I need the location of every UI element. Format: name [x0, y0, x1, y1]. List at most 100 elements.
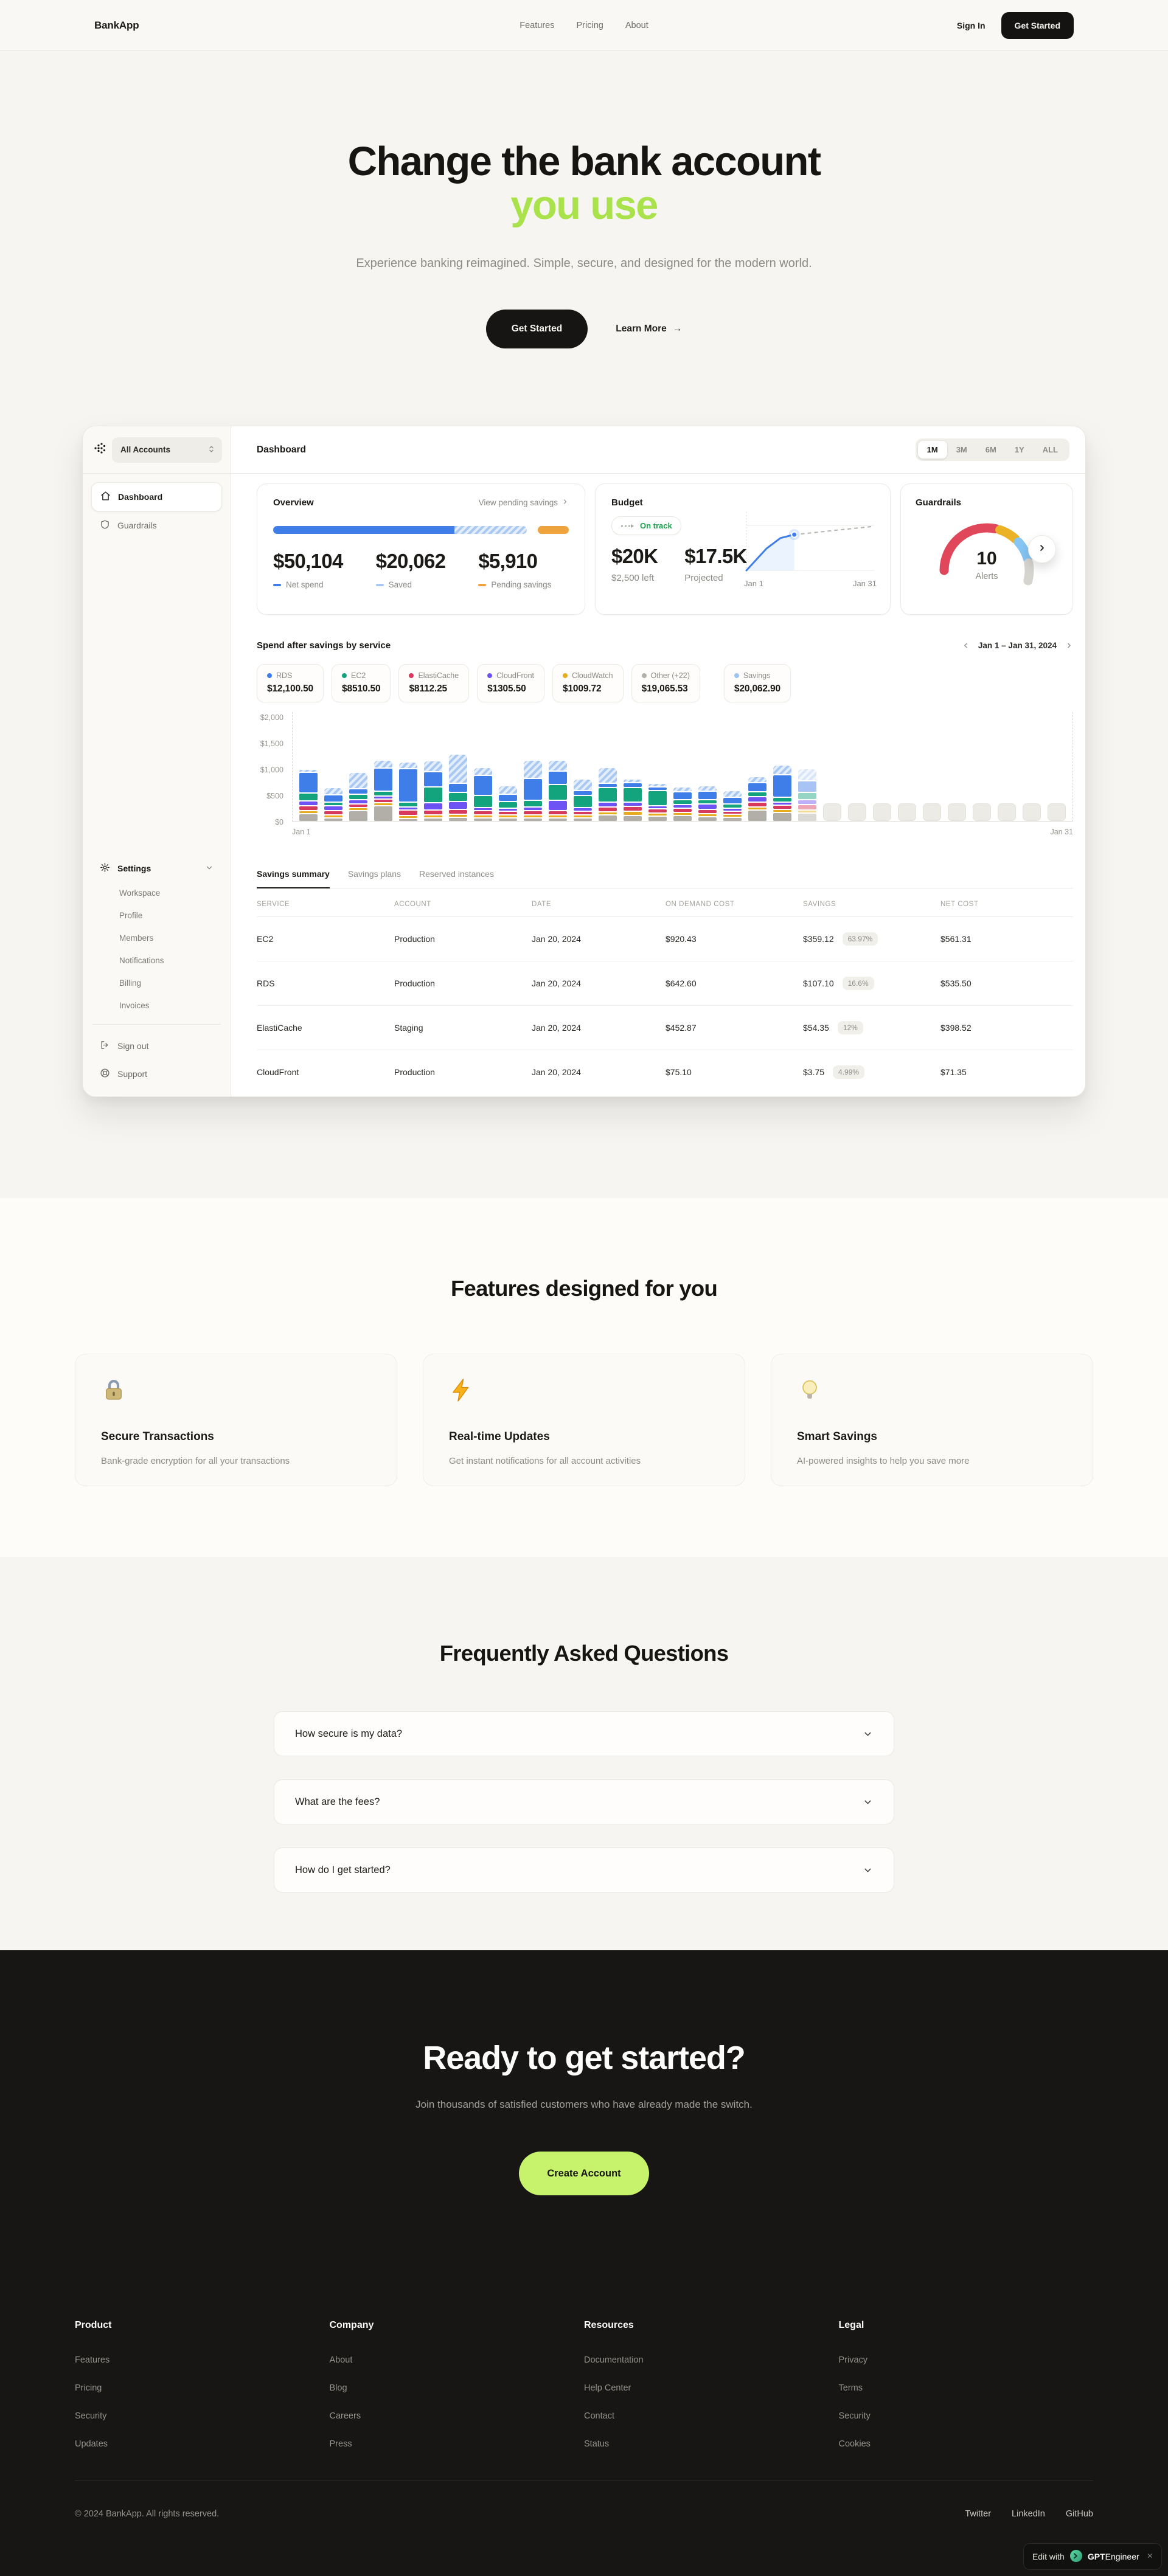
- learn-more-link[interactable]: Learn More →: [616, 323, 683, 334]
- sidebar-item-dashboard[interactable]: Dashboard: [91, 482, 222, 511]
- legend-dash-icon: [478, 583, 487, 586]
- tab-savings-plans[interactable]: Savings plans: [347, 869, 401, 879]
- bar-segment-cloudfront: [524, 808, 542, 811]
- bar-segment-cloudwatch: [698, 814, 717, 817]
- nav-link-features[interactable]: Features: [520, 20, 555, 30]
- social-link-github[interactable]: GitHub: [1065, 2509, 1093, 2519]
- time-range-1m[interactable]: 1M: [917, 441, 947, 459]
- bar-segment-other: [549, 818, 567, 821]
- tab-reserved-instances[interactable]: Reserved instances: [419, 869, 494, 879]
- chevron-right-icon[interactable]: [1065, 642, 1073, 649]
- carousel-next-button[interactable]: [1028, 535, 1056, 563]
- close-icon[interactable]: ×: [1147, 2551, 1153, 2561]
- progress-segment-saved: [454, 526, 527, 534]
- table-row-rds[interactable]: RDS Production Jan 20, 2024 $642.60 $107.10 1…: [257, 961, 1073, 1006]
- footer-link-legal-terms[interactable]: Terms: [838, 2383, 863, 2393]
- sidebar-item-invoices[interactable]: Invoices: [119, 1001, 150, 1010]
- table-row-ec2[interactable]: EC2 Production Jan 20, 2024 $920.43 $359.12 6…: [257, 917, 1073, 961]
- footer-link-company-blog[interactable]: Blog: [329, 2383, 347, 2393]
- faq-item-how-do-i-get-started[interactable]: How do I get started?: [274, 1847, 894, 1892]
- footer-link-product-security[interactable]: Security: [75, 2411, 107, 2421]
- chevron-left-icon[interactable]: [962, 642, 970, 649]
- footer-link-product-updates[interactable]: Updates: [75, 2439, 108, 2449]
- bar-segment-ec2: [798, 792, 816, 799]
- gpt-engineer-badge[interactable]: Edit with GPTEngineer ×: [1023, 2543, 1162, 2570]
- nav-link-about[interactable]: About: [625, 20, 648, 30]
- footer-link-company-press[interactable]: Press: [329, 2439, 352, 2449]
- table-row-cloudfront[interactable]: CloudFront Production Jan 20, 2024 $75.10 $3…: [257, 1050, 1073, 1094]
- faq-item-how-secure-is-my-data[interactable]: How secure is my data?: [274, 1711, 894, 1756]
- cell-service: RDS: [257, 978, 275, 988]
- sidebar-item-notifications[interactable]: Notifications: [119, 956, 164, 965]
- bar-segment-savings: [798, 769, 816, 780]
- chip-label: Savings: [734, 671, 780, 680]
- dashboard-sidebar: Dashboard Guardrails Settings Workspace P…: [83, 474, 231, 1096]
- chart-bar-day-21: [798, 769, 816, 821]
- footer-link-resources-status[interactable]: Status: [584, 2439, 610, 2449]
- footer-link-resources-contact[interactable]: Contact: [584, 2411, 614, 2421]
- footer-link-legal-cookies[interactable]: Cookies: [838, 2439, 871, 2449]
- faq-heading: Frequently Asked Questions: [439, 1641, 729, 1666]
- sidebar-item-members[interactable]: Members: [119, 933, 154, 943]
- view-pending-savings-link[interactable]: View pending savings: [479, 498, 569, 507]
- chart-bars: [292, 717, 1073, 821]
- time-range-1y[interactable]: 1Y: [1006, 441, 1034, 459]
- time-range-all[interactable]: ALL: [1034, 441, 1067, 459]
- guardrails-alert-count: 10: [976, 549, 997, 569]
- sidebar-item-billing[interactable]: Billing: [119, 978, 142, 988]
- spend-chip-cloudwatch[interactable]: CloudWatch $1009.72: [552, 664, 624, 702]
- spend-chip-rds[interactable]: RDS $12,100.50: [257, 664, 324, 702]
- cell-on-demand-cost: $920.43: [666, 934, 697, 944]
- bar-segment-cloudfront: [574, 808, 592, 811]
- chart-bar-day-25: [898, 803, 916, 821]
- account-selector[interactable]: All Accounts: [112, 437, 222, 463]
- table-body: EC2 Production Jan 20, 2024 $920.43 $359.12 6…: [257, 917, 1073, 1094]
- create-account-button[interactable]: Create Account: [519, 2152, 649, 2195]
- x-label-start: Jan 1: [292, 828, 311, 836]
- bar-segment-rds: [698, 792, 717, 800]
- faq-item-what-are-the-fees[interactable]: What are the fees?: [274, 1779, 894, 1824]
- footer-link-resources-help-center[interactable]: Help Center: [584, 2383, 631, 2393]
- spend-chip-cloudfront[interactable]: CloudFront $1305.50: [477, 664, 544, 702]
- get-started-button[interactable]: Get Started: [1001, 12, 1074, 39]
- bar-segment-savings: [499, 786, 517, 794]
- bar-segment-rds: [324, 795, 342, 802]
- cell-service: ElastiCache: [257, 1023, 302, 1033]
- footer-link-product-features[interactable]: Features: [75, 2355, 110, 2365]
- chart-bar-day-29: [998, 803, 1016, 821]
- sidebar-settings-group[interactable]: Settings: [91, 855, 222, 882]
- nav-link-pricing[interactable]: Pricing: [576, 20, 603, 30]
- sidebar-item-sign-out[interactable]: Sign out: [91, 1032, 222, 1060]
- footer-link-product-pricing[interactable]: Pricing: [75, 2383, 102, 2393]
- bar-segment-ec2: [748, 792, 766, 796]
- bar-segment-rds: [549, 771, 567, 784]
- spend-chip-ec2[interactable]: EC2 $8510.50: [332, 664, 391, 702]
- spend-chip-savings[interactable]: Savings $20,062.90: [723, 664, 791, 702]
- footer-link-company-about[interactable]: About: [329, 2355, 353, 2365]
- social-link-twitter[interactable]: Twitter: [965, 2509, 992, 2519]
- spend-chip-other-22[interactable]: Other (+22) $19,065.53: [631, 664, 700, 702]
- table-row-elasticache[interactable]: ElastiCache Staging Jan 20, 2024 $452.87 $54…: [257, 1006, 1073, 1050]
- footer-link-resources-documentation[interactable]: Documentation: [584, 2355, 644, 2365]
- y-tick: $2,000: [260, 713, 283, 722]
- sign-in-link[interactable]: Sign In: [956, 20, 985, 30]
- footer-link-legal-security[interactable]: Security: [838, 2411, 871, 2421]
- hero-get-started-button[interactable]: Get Started: [485, 309, 588, 348]
- sidebar-item-guardrails[interactable]: Guardrails: [91, 511, 222, 539]
- cell-savings: $3.75 4.99%: [803, 1065, 940, 1079]
- y-tick: $1,500: [260, 739, 283, 748]
- bar-segment-cloudwatch: [773, 809, 791, 812]
- legend-dot-icon: [563, 673, 568, 678]
- chart-bar-day-17: [698, 786, 717, 821]
- sidebar-item-profile[interactable]: Profile: [119, 911, 143, 920]
- tab-savings-summary[interactable]: Savings summary: [257, 869, 330, 888]
- footer-link-legal-privacy[interactable]: Privacy: [838, 2355, 868, 2365]
- bar-segment-elasticache: [524, 811, 542, 814]
- footer-link-company-careers[interactable]: Careers: [329, 2411, 361, 2421]
- time-range-6m[interactable]: 6M: [976, 441, 1006, 459]
- sidebar-item-workspace[interactable]: Workspace: [119, 888, 161, 898]
- spend-chip-elasticache[interactable]: ElastiCache $8112.25: [398, 664, 470, 702]
- social-link-linkedin[interactable]: LinkedIn: [1012, 2509, 1045, 2519]
- sidebar-item-support[interactable]: Support: [91, 1060, 222, 1088]
- time-range-3m[interactable]: 3M: [947, 441, 976, 459]
